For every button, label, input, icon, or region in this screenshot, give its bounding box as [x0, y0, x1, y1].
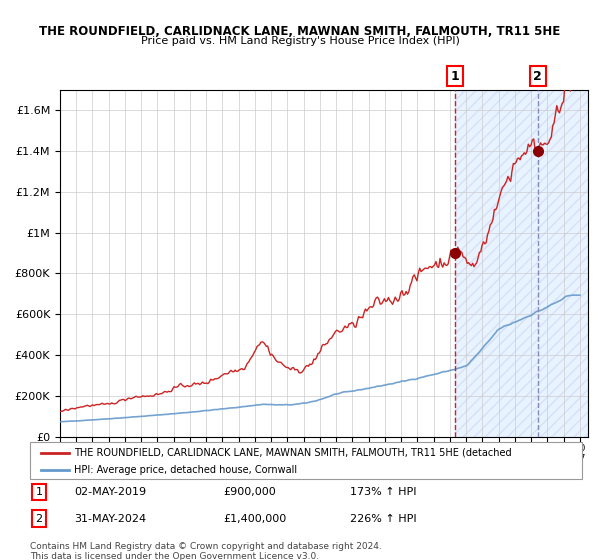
Text: 20
26: 20 26	[558, 444, 569, 463]
Text: 20
22: 20 22	[493, 444, 505, 463]
Text: Price paid vs. HM Land Registry's House Price Index (HPI): Price paid vs. HM Land Registry's House …	[140, 36, 460, 46]
Text: 19
97: 19 97	[87, 444, 98, 463]
Text: 20
05: 20 05	[217, 444, 228, 463]
Text: 20
11: 20 11	[314, 444, 326, 463]
Text: 20
16: 20 16	[395, 444, 407, 463]
Text: Contains HM Land Registry data © Crown copyright and database right 2024.
This d: Contains HM Land Registry data © Crown c…	[30, 542, 382, 560]
Text: 20
20: 20 20	[460, 444, 472, 463]
Text: 20
03: 20 03	[184, 444, 196, 463]
Text: 20
25: 20 25	[542, 444, 553, 463]
Text: 20
01: 20 01	[152, 444, 163, 463]
Text: 20
23: 20 23	[509, 444, 521, 463]
Text: 19
95: 19 95	[54, 444, 66, 463]
Text: 20
14: 20 14	[363, 444, 374, 463]
Text: 1: 1	[451, 69, 460, 83]
Text: £900,000: £900,000	[223, 487, 276, 497]
Bar	[455, 90, 588, 437]
Text: 20
10: 20 10	[298, 444, 310, 463]
Text: 31-MAY-2024: 31-MAY-2024	[74, 514, 146, 524]
Text: 20
06: 20 06	[233, 444, 244, 463]
Text: 20
21: 20 21	[477, 444, 488, 463]
Text: 19
98: 19 98	[103, 444, 115, 463]
Text: 20
00: 20 00	[136, 444, 147, 463]
FancyBboxPatch shape	[30, 442, 582, 479]
Text: £1,400,000: £1,400,000	[223, 514, 286, 524]
Text: 20
09: 20 09	[281, 444, 293, 463]
Text: 20
13: 20 13	[347, 444, 358, 463]
Text: 20
15: 20 15	[379, 444, 391, 463]
Text: 20
17: 20 17	[412, 444, 423, 463]
Text: 02-MAY-2019: 02-MAY-2019	[74, 487, 146, 497]
Text: 2: 2	[533, 69, 542, 83]
Text: 2: 2	[35, 514, 43, 524]
Text: 1: 1	[35, 487, 43, 497]
Text: 19
96: 19 96	[70, 444, 82, 463]
Text: THE ROUNDFIELD, CARLIDNACK LANE, MAWNAN SMITH, FALMOUTH, TR11 5HE: THE ROUNDFIELD, CARLIDNACK LANE, MAWNAN …	[40, 25, 560, 38]
Text: 19
99: 19 99	[119, 444, 131, 463]
Bar	[455, 90, 588, 437]
Text: 20
27: 20 27	[574, 444, 586, 463]
Text: 226% ↑ HPI: 226% ↑ HPI	[350, 514, 417, 524]
Text: 20
07: 20 07	[249, 444, 261, 463]
Text: 20
24: 20 24	[526, 444, 537, 463]
Text: 173% ↑ HPI: 173% ↑ HPI	[350, 487, 416, 497]
Text: 20
12: 20 12	[331, 444, 342, 463]
Text: 20
08: 20 08	[265, 444, 277, 463]
Text: HPI: Average price, detached house, Cornwall: HPI: Average price, detached house, Corn…	[74, 465, 297, 475]
Text: THE ROUNDFIELD, CARLIDNACK LANE, MAWNAN SMITH, FALMOUTH, TR11 5HE (detached: THE ROUNDFIELD, CARLIDNACK LANE, MAWNAN …	[74, 447, 512, 458]
Text: 20
02: 20 02	[168, 444, 179, 463]
Text: 20
19: 20 19	[444, 444, 455, 463]
Text: 20
18: 20 18	[428, 444, 439, 463]
Text: 20
04: 20 04	[200, 444, 212, 463]
